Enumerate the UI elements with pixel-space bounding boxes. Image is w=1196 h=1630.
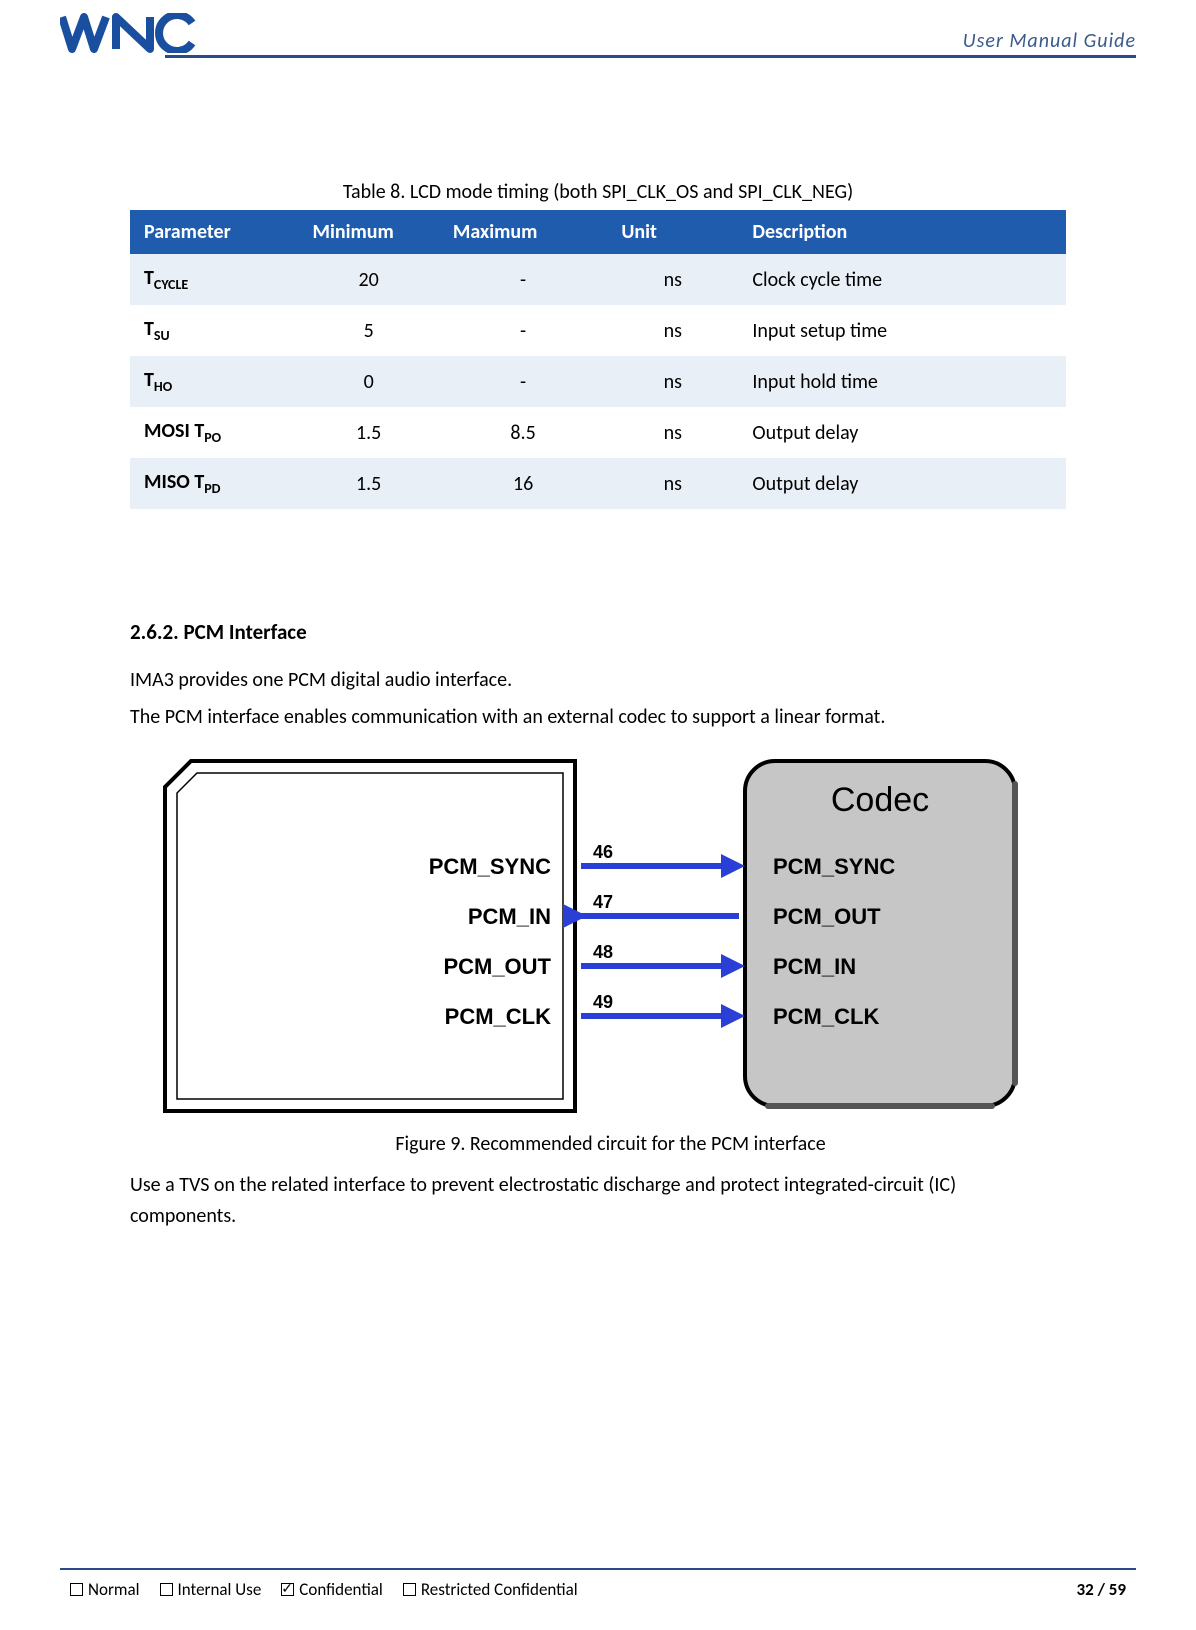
table-row: THO0-nsInput hold time (130, 356, 1066, 407)
param-cell: MOSI TPO (130, 407, 298, 458)
svg-text:47: 47 (593, 892, 613, 912)
table-cell: Clock cycle time (738, 254, 1066, 305)
table-row: MOSI TPO1.58.5nsOutput delay (130, 407, 1066, 458)
svg-text:PCM_SYNC: PCM_SYNC (773, 854, 895, 879)
wnc-logo-icon (60, 13, 210, 53)
svg-text:49: 49 (593, 992, 613, 1012)
footer-rule (60, 1568, 1136, 1570)
param-cell: THO (130, 356, 298, 407)
table-body: TCYCLE20-nsClock cycle timeTSU5-nsInput … (130, 254, 1066, 509)
page-header: User Manual Guide (0, 0, 1196, 55)
page-footer: Normal Internal Use Confidential Restricted… (70, 1579, 1126, 1600)
table-cell: 0 (298, 356, 438, 407)
table-header-row: ParameterMinimumMaximumUnitDescription (130, 210, 1066, 254)
svg-text:PCM_SYNC: PCM_SYNC (429, 854, 551, 879)
svg-text:PCM_CLK: PCM_CLK (773, 1004, 879, 1029)
svg-text:46: 46 (593, 842, 613, 862)
figure-caption: Figure 9. Recommended circuit for the PC… (155, 1132, 1066, 1156)
section-heading: 2.6.2. PCM Interface (130, 619, 1066, 645)
table-cell: - (439, 356, 607, 407)
footer-classifications: Normal Internal Use Confidential Restricted… (70, 1579, 578, 1600)
para-3: Use a TVS on the related interface to pr… (130, 1170, 1066, 1232)
table-cell: Input hold time (738, 356, 1066, 407)
figure-container: Codec PCM_SYNC PCM_IN PCM_OUT PCM_CLK PCM_SYN… (155, 751, 1066, 1156)
table-cell: 1.5 (298, 407, 438, 458)
table-row: TCYCLE20-nsClock cycle time (130, 254, 1066, 305)
table-header-cell: Maximum (439, 210, 607, 254)
table-cell: 16 (439, 458, 607, 509)
svg-text:PCM_OUT: PCM_OUT (443, 954, 551, 979)
checkbox-icon (403, 1583, 416, 1596)
table-row: TSU5-nsInput setup time (130, 305, 1066, 356)
svg-text:PCM_CLK: PCM_CLK (445, 1004, 551, 1029)
classification-item: Confidential (281, 1579, 383, 1600)
table-row: MISO TPD1.516nsOutput delay (130, 458, 1066, 509)
table-cell: ns (607, 407, 738, 458)
para-1: IMA3 provides one PCM digital audio inte… (130, 665, 1066, 696)
logo (60, 13, 210, 53)
checkbox-icon (281, 1583, 294, 1596)
para-2: The PCM interface enables communication … (130, 702, 1066, 733)
header-title: User Manual Guide (963, 29, 1136, 53)
table-cell: ns (607, 305, 738, 356)
table-cell: ns (607, 254, 738, 305)
table-cell: - (439, 305, 607, 356)
table-header-cell: Description (738, 210, 1066, 254)
svg-text:48: 48 (593, 942, 613, 962)
classification-item: Internal Use (160, 1579, 262, 1600)
page-number: 32 / 59 (1077, 1579, 1126, 1600)
pcm-diagram: Codec PCM_SYNC PCM_IN PCM_OUT PCM_CLK PCM_SYN… (155, 751, 1025, 1121)
header-rule (165, 55, 1136, 58)
classification-item: Normal (70, 1579, 140, 1600)
svg-text:PCM_OUT: PCM_OUT (773, 904, 881, 929)
checkbox-icon (160, 1583, 173, 1596)
table-header-cell: Unit (607, 210, 738, 254)
table-cell: Input setup time (738, 305, 1066, 356)
table-cell: Output delay (738, 407, 1066, 458)
param-cell: TCYCLE (130, 254, 298, 305)
table-cell: 20 (298, 254, 438, 305)
table-cell: 5 (298, 305, 438, 356)
checkbox-icon (70, 1583, 83, 1596)
param-cell: MISO TPD (130, 458, 298, 509)
svg-text:Codec: Codec (831, 781, 929, 819)
timing-table: ParameterMinimumMaximumUnitDescription T… (130, 210, 1066, 509)
svg-text:PCM_IN: PCM_IN (468, 904, 551, 929)
table-cell: ns (607, 356, 738, 407)
table-cell: 1.5 (298, 458, 438, 509)
classification-item: Restricted Confidential (403, 1579, 578, 1600)
svg-text:PCM_IN: PCM_IN (773, 954, 856, 979)
table-cell: 8.5 (439, 407, 607, 458)
table-header-cell: Minimum (298, 210, 438, 254)
table-header-cell: Parameter (130, 210, 298, 254)
table-cell: Output delay (738, 458, 1066, 509)
table-cell: - (439, 254, 607, 305)
table-caption: Table 8. LCD mode timing (both SPI_CLK_O… (130, 180, 1066, 204)
table-cell: ns (607, 458, 738, 509)
param-cell: TSU (130, 305, 298, 356)
main-content: Table 8. LCD mode timing (both SPI_CLK_O… (130, 180, 1066, 1238)
